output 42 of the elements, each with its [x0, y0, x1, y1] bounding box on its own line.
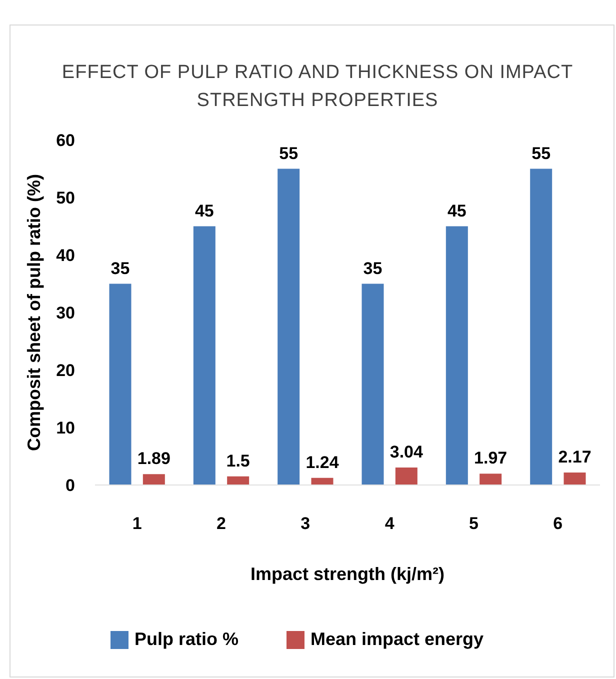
bar: [109, 284, 132, 485]
data-label: 45: [447, 201, 466, 220]
legend-label: Mean impact energy: [310, 629, 484, 649]
y-tick-label: 20: [56, 361, 75, 380]
x-tick-label: 5: [469, 514, 478, 533]
data-label: 35: [110, 258, 130, 278]
data-label: 1.24: [306, 452, 340, 472]
bar: [193, 226, 216, 485]
bar: [362, 284, 384, 485]
bar: [395, 468, 418, 485]
y-tick-label: 40: [56, 246, 75, 265]
x-tick-label: 3: [300, 514, 310, 533]
bar: [227, 476, 250, 485]
y-tick-label: 10: [56, 418, 75, 438]
data-label: 2.17: [558, 448, 592, 467]
bar: [142, 474, 165, 485]
y-tick-label: 50: [56, 188, 75, 208]
chart-title: EFFECT OF PULP RATIO AND THICKNESS ON IMPACT STRENGTH PROPERTIES: [62, 62, 574, 111]
x-tick-label: 6: [553, 514, 563, 533]
x-axis-title: Impact strength (kj/m²): [250, 564, 445, 584]
y-axis-title: Composit sheet of pulp ratio (%): [24, 174, 44, 451]
x-tick-label: 4: [384, 514, 395, 533]
bar: [480, 474, 502, 485]
bar: [278, 168, 300, 485]
data-label: 1.89: [137, 449, 170, 468]
data-label: 1.5: [226, 451, 250, 470]
bar: [564, 472, 586, 485]
y-tick-label: 60: [56, 131, 75, 150]
bar: [446, 226, 468, 485]
data-label: 45: [194, 201, 214, 220]
data-label: 35: [363, 258, 382, 278]
legend-label: Pulp ratio %: [134, 629, 239, 649]
data-label: 55: [532, 144, 551, 163]
data-label: 55: [279, 144, 298, 163]
y-tick-label: 30: [56, 304, 75, 322]
bar: [530, 168, 552, 485]
bar: [311, 478, 334, 485]
y-tick-label: 0: [66, 476, 75, 495]
data-label: 1.97: [474, 448, 508, 468]
data-label: 3.04: [390, 442, 424, 462]
x-tick-label: 1: [132, 514, 142, 533]
x-tick-label: 2: [216, 514, 226, 533]
